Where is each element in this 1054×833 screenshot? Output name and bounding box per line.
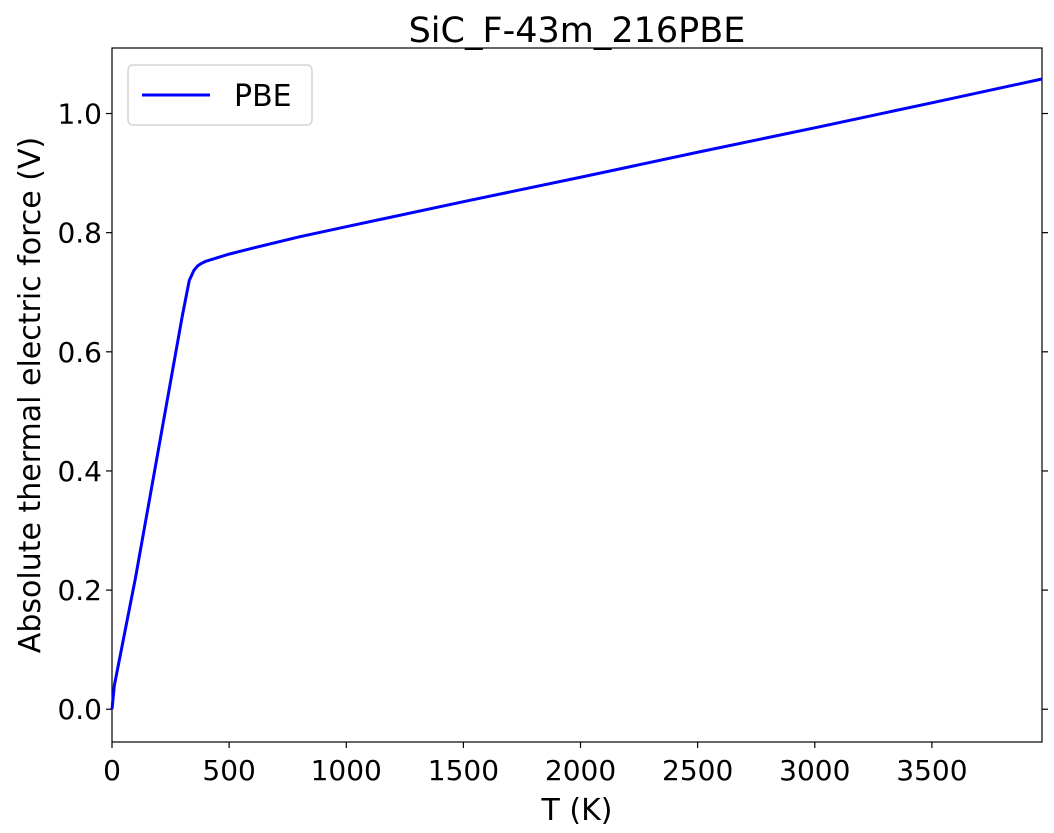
- y-tick-label: 0.6: [57, 336, 102, 369]
- chart-title: SiC_F-43m_216PBE: [409, 11, 746, 51]
- y-tick-label: 0.4: [57, 455, 102, 488]
- y-tick-label: 1.0: [57, 98, 102, 131]
- series-line-pbe: [110, 77, 1043, 710]
- y-axis-label: Absolute thermal electric force (V): [13, 137, 48, 653]
- x-tick-label: 3500: [896, 754, 967, 787]
- y-tick-label: 0.0: [57, 693, 102, 726]
- y-tick-label: 0.8: [57, 217, 102, 250]
- legend: PBE: [127, 64, 313, 126]
- x-axis-ticks: 0 500 1000 1500 2000 2500 3000 3500: [103, 742, 968, 787]
- legend-label-pbe: PBE: [234, 79, 292, 114]
- plot-area: [111, 47, 1043, 743]
- x-tick-label: 1000: [311, 754, 382, 787]
- x-tick-label: 3000: [779, 754, 850, 787]
- y-axis-ticks: 0.0 0.2 0.4 0.6 0.8 1.0: [57, 98, 1048, 726]
- x-tick-label: 1500: [428, 754, 499, 787]
- x-axis-label: T (K): [541, 793, 613, 828]
- x-tick-label: 2500: [662, 754, 733, 787]
- x-tick-label: 500: [202, 754, 255, 787]
- legend-box: [127, 64, 313, 126]
- x-tick-label: 0: [103, 754, 121, 787]
- plot-frame: [111, 47, 1043, 743]
- x-tick-label: 2000: [545, 754, 616, 787]
- series-layer: [110, 77, 1043, 710]
- y-tick-label: 0.2: [57, 574, 102, 607]
